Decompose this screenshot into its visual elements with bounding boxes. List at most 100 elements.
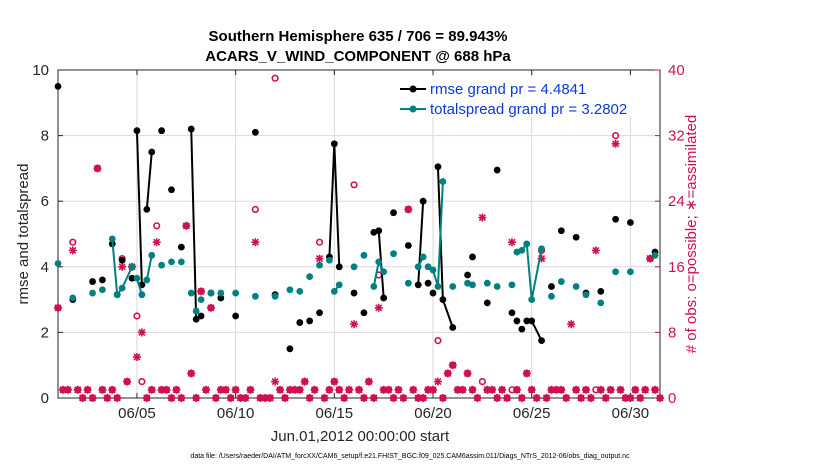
totalspread-point — [207, 289, 215, 297]
assimilated-obs-marker — [310, 385, 319, 394]
totalspread-point — [217, 289, 225, 297]
assimilated-obs-stroke — [641, 386, 649, 394]
x-tick-label: 06/30 — [612, 405, 650, 422]
totalspread-point — [306, 273, 314, 281]
rmse-point — [286, 345, 294, 353]
totalspread-point — [483, 279, 491, 287]
rmse-point — [434, 163, 442, 171]
totalspread-point — [508, 281, 516, 289]
assimilated-obs-stroke — [103, 394, 111, 402]
rmse-point — [439, 296, 447, 303]
assimilated-obs-stroke — [636, 394, 644, 402]
assimilated-obs-stroke — [79, 394, 87, 402]
rmse-point — [54, 83, 62, 90]
possible-obs-marker — [133, 312, 141, 320]
assimilated-obs-stroke — [656, 394, 664, 402]
totalspread-point — [597, 299, 605, 307]
assimilated-obs-stroke — [241, 394, 250, 402]
assimilated-obs-marker — [192, 394, 201, 402]
assimilated-obs-stroke — [202, 386, 210, 394]
rmse-point — [508, 309, 516, 317]
assimilated-obs-stroke — [518, 394, 526, 402]
assimilated-obs-marker — [335, 385, 344, 394]
totalspread-point — [325, 256, 333, 264]
assimilated-obs-marker — [147, 385, 156, 394]
totalspread-point — [582, 291, 590, 299]
assimilated-obs-stroke — [533, 394, 541, 402]
assimilated-obs-stroke — [266, 394, 274, 402]
x-tick-label: 06/05 — [118, 405, 156, 422]
totalspread-point — [286, 286, 294, 294]
assimilated-obs-marker — [162, 385, 171, 394]
assimilated-obs-marker — [266, 394, 275, 402]
totalspread-point — [232, 289, 240, 297]
assimilated-obs-marker — [404, 205, 413, 214]
legend-background — [395, 77, 657, 117]
assimilated-obs-stroke — [542, 394, 551, 402]
assimilated-obs-marker — [350, 320, 359, 329]
x-tick-label: 06/20 — [414, 405, 452, 422]
assimilated-obs-marker — [137, 328, 146, 337]
totalspread-point — [296, 288, 304, 295]
rmse-point — [197, 312, 205, 320]
rmse-point — [513, 317, 521, 325]
assimilated-obs-marker — [93, 164, 102, 173]
assimilated-obs-stroke — [187, 369, 195, 377]
rmse-point — [548, 283, 555, 290]
rmse-point — [99, 276, 106, 284]
assimilated-obs-marker — [463, 369, 472, 378]
totalspread-point — [99, 286, 106, 294]
assimilated-obs-stroke — [523, 369, 531, 377]
assimilated-obs-stroke — [162, 386, 171, 394]
assimilated-obs-marker — [636, 394, 645, 402]
assimilated-obs-marker — [280, 394, 289, 402]
assimilated-obs-marker — [359, 394, 368, 402]
assimilated-obs-marker — [88, 394, 97, 402]
assimilated-obs-marker — [345, 385, 354, 394]
grid — [58, 69, 660, 399]
assimilated-obs-marker — [468, 385, 477, 394]
assimilated-obs-marker — [182, 221, 191, 230]
assimilated-obs-marker — [132, 353, 141, 361]
rmse-point — [187, 125, 195, 133]
assimilated-obs-stroke — [602, 394, 610, 402]
assimilated-obs-marker — [631, 385, 640, 394]
rmse-point — [335, 263, 343, 271]
y-right-tick-label: 32 — [668, 128, 685, 145]
assimilated-obs-marker — [325, 385, 334, 394]
chart-title: Southern Hemisphere 635 / 706 = 89.943% — [209, 28, 508, 45]
assimilated-obs-marker — [488, 385, 497, 394]
assimilated-obs-stroke — [177, 394, 185, 402]
assimilated-obs-stroke — [404, 205, 412, 213]
totalspread-point — [518, 247, 526, 254]
assimilated-obs-stroke — [222, 386, 230, 394]
assimilated-obs-stroke — [429, 386, 437, 394]
assimilated-obs-stroke — [311, 386, 319, 394]
assimilated-obs-marker — [532, 394, 541, 402]
assimilated-obs-stroke — [227, 394, 235, 402]
assimilated-obs-marker — [409, 385, 418, 394]
assimilated-obs-stroke — [439, 394, 447, 402]
totalspread-point — [626, 268, 634, 276]
assimilated-obs-stroke — [246, 386, 255, 394]
assimilated-obs-marker — [320, 394, 329, 402]
totalspread-point — [414, 263, 422, 271]
assimilated-obs-marker — [54, 303, 62, 312]
y-tick-label: 4 — [41, 259, 49, 276]
axis-ticks: 06/05 06/10 06/15 06/20 06/25 06/300246810081… — [32, 62, 684, 422]
rmse-point — [557, 227, 565, 235]
legend: rmse grand pr = 4.4841 totalspread grand… — [395, 77, 657, 118]
assimilated-obs-stroke — [296, 386, 304, 394]
assimilated-obs-marker — [616, 385, 625, 394]
assimilated-obs-stroke — [468, 386, 477, 394]
rmse-point — [469, 253, 476, 261]
assimilated-obs-marker — [562, 394, 571, 402]
totalspread-point — [128, 263, 136, 271]
assimilated-obs-stroke — [133, 353, 141, 361]
assimilated-obs-stroke — [419, 394, 427, 402]
totalspread-point — [158, 261, 166, 269]
rmse-point — [217, 294, 225, 302]
y-right-tick-label: 0 — [668, 390, 676, 407]
totalspread-point — [419, 253, 427, 261]
rmse-point — [360, 309, 368, 317]
